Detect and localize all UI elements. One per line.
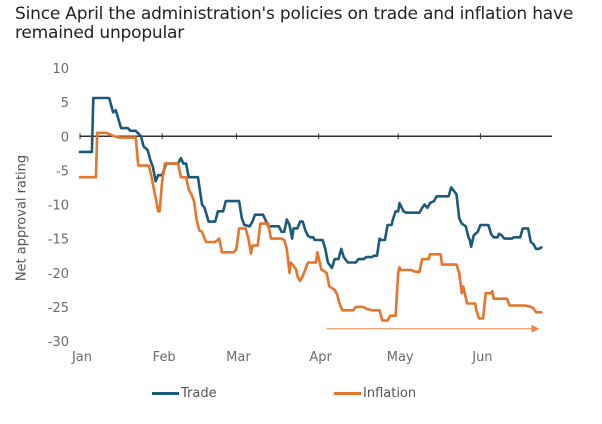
y-tick-label: -30: [48, 335, 69, 350]
x-tick-label: Apr: [309, 350, 332, 365]
y-tick-label: -20: [48, 267, 69, 282]
series-line-trade: [78, 96, 543, 270]
legend-label-inflation: Inflation: [363, 386, 417, 401]
legend-item-trade: Trade: [152, 386, 217, 401]
legend-label-trade: Trade: [181, 386, 217, 401]
legend-swatch-inflation: [334, 392, 361, 395]
legend-item-inflation: Inflation: [334, 386, 416, 401]
y-tick-label: -15: [48, 233, 69, 248]
y-tick-label: -10: [48, 199, 69, 214]
x-tick-label: Feb: [153, 350, 176, 365]
y-tick-label: -5: [56, 164, 69, 179]
chart-title: Since April the administration's policie…: [15, 4, 574, 43]
legend-swatch-trade: [152, 392, 179, 395]
x-tick-label: Jan: [71, 350, 92, 365]
series-line-inflation: [78, 131, 543, 322]
x-tick-label: Mar: [226, 350, 251, 365]
y-tick-label: 5: [61, 96, 69, 111]
y-tick-label: 10: [52, 62, 69, 77]
y-tick-label: -25: [48, 301, 69, 316]
y-tick-label: 0: [61, 130, 69, 145]
x-tick-label: Jun: [471, 350, 492, 365]
x-tick-label: May: [387, 350, 414, 365]
